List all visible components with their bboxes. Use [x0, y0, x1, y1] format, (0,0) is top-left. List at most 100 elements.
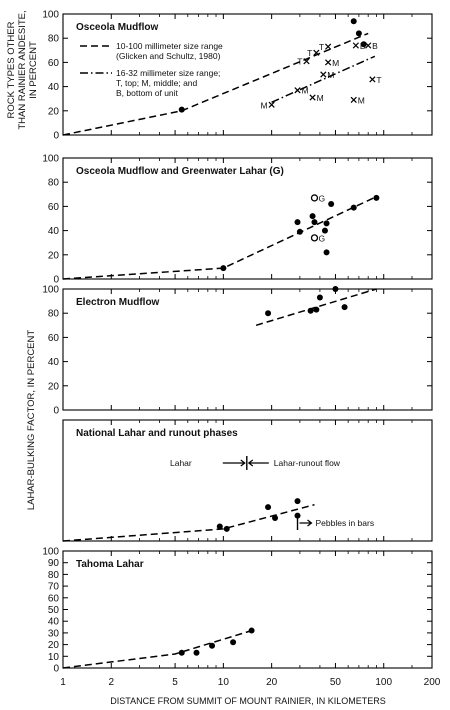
x-tick-label: 10	[218, 677, 230, 688]
data-point	[193, 649, 200, 656]
data-point-open	[310, 234, 319, 242]
data-point	[323, 220, 330, 227]
data-point	[355, 30, 362, 37]
data-point-x	[350, 96, 357, 104]
data-point	[309, 213, 316, 220]
pebbles-arrow	[299, 519, 313, 527]
panel-frame	[62, 13, 433, 136]
panel-frame	[62, 157, 433, 280]
chart-panel-3: 0 20 40 60 80 100 Electron Mudflow	[42, 285, 433, 417]
y-tick-label: 60	[48, 202, 60, 213]
data-point	[311, 219, 318, 226]
data-point	[209, 642, 216, 649]
arrow-left-group	[222, 459, 246, 467]
data-point-x	[324, 59, 332, 66]
y-tick-label: 60	[48, 58, 60, 69]
arrow-right-group	[247, 459, 269, 467]
x-tick-label: 20	[266, 677, 278, 688]
y-tick-label: 10	[48, 652, 60, 663]
point-label: M	[317, 93, 324, 103]
point-label: G	[318, 193, 325, 203]
panel-title: National Lahar and runout phases	[76, 428, 238, 439]
x-tick-label: 1	[60, 677, 66, 688]
y-tick-label: 90	[48, 558, 60, 569]
trend-line-dash-dot	[271, 55, 376, 103]
y-tick-label: 40	[48, 357, 60, 368]
data-point-x	[268, 101, 275, 108]
point-label: T	[319, 42, 324, 52]
point-label: M	[327, 70, 334, 80]
panel-title: Tahoma Lahar	[76, 559, 144, 570]
y-tick-label: 70	[48, 582, 60, 593]
data-point	[216, 523, 223, 530]
data-point	[294, 219, 301, 226]
chart-panel-2: 0 20 40 60 80 100 Osceola Mudflow and Greenwat…	[42, 154, 433, 286]
data-point	[230, 639, 237, 646]
data-point	[265, 504, 272, 511]
point-label: T	[297, 57, 302, 67]
point-label: B	[372, 41, 378, 51]
data-point	[272, 515, 279, 522]
y-tick-label: 100	[42, 10, 59, 21]
data-point-x	[320, 71, 327, 78]
point-label: B	[360, 41, 366, 51]
legend: 10-100 millimeter size range(Glicken and…	[80, 41, 223, 98]
y-tick-label: 20	[48, 250, 60, 261]
y-axis-title-line-1: ROCK TYPES OTHER	[6, 21, 17, 118]
legend-text: 10-100 millimeter size range	[116, 41, 223, 51]
y-axis-title-line-3: IN PERCENT	[28, 41, 39, 99]
data-point-x	[294, 87, 301, 94]
point-label: M	[302, 86, 309, 96]
trend-line-dashed	[62, 196, 377, 280]
point-label: T	[307, 48, 312, 58]
data-point	[178, 106, 185, 113]
trend-line-dashed	[62, 503, 315, 542]
y-tick-label: 20	[48, 106, 60, 117]
legend-text: (Glicken and Schultz, 1980)	[116, 51, 221, 61]
legend-text: T, top; M, middle; and	[116, 78, 198, 88]
data-point	[373, 194, 380, 201]
data-point	[350, 204, 357, 211]
data-point-x	[369, 76, 376, 83]
y-axis-title-shared: LAHAR-BULKING FACTOR, IN PERCENT	[26, 330, 37, 511]
trend-line-dashed	[255, 288, 377, 327]
y-tick-label: 0	[53, 275, 59, 286]
y-tick-label: 0	[53, 664, 59, 675]
panel-frame	[62, 288, 433, 411]
data-point	[360, 41, 367, 48]
trend-line-dashed	[62, 629, 252, 669]
y-tick-label: 60	[48, 333, 60, 344]
y-tick-label: 0	[53, 406, 59, 417]
data-point	[323, 249, 330, 256]
y-tick-label: 40	[48, 226, 60, 237]
data-point	[265, 310, 272, 317]
panel-title: Osceola Mudflow	[76, 22, 158, 33]
data-point-x	[309, 94, 316, 101]
x-tick-label: 200	[424, 677, 441, 688]
data-point	[316, 294, 323, 301]
trend-line-dashed	[62, 32, 369, 136]
data-point	[248, 627, 255, 634]
y-tick-label: 80	[48, 570, 60, 581]
y-tick-label: 100	[42, 154, 59, 165]
data-point	[321, 227, 328, 234]
data-point	[341, 304, 348, 311]
y-tick-label: 50	[48, 605, 60, 616]
y-tick-label: 60	[48, 593, 60, 604]
y-tick-label: 80	[48, 309, 60, 320]
annotation-lahar: Lahar	[170, 458, 192, 468]
data-point-x	[365, 42, 372, 49]
y-tick-label: 40	[48, 617, 60, 628]
point-label: M	[261, 100, 268, 110]
x-tick-label: 100	[375, 677, 392, 688]
legend-text: B, bottom of unit	[116, 88, 179, 98]
x-tick-label: 50	[330, 677, 342, 688]
chart-panel-4: National Lahar and runout phases Lahar Lah…	[62, 419, 433, 542]
panel-title: Osceola Mudflow and Greenwater Lahar (G)	[76, 166, 284, 177]
y-tick-label: 100	[42, 285, 59, 296]
point-label: T	[376, 75, 381, 85]
